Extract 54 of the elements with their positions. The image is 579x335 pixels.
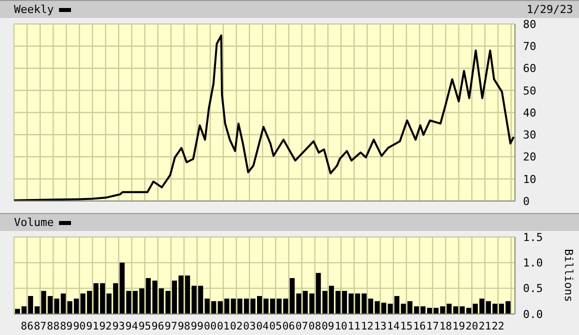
text: 1/29/23 (526, 3, 573, 16)
x-tick-label: 15 (400, 320, 413, 332)
x-tick-label: 09 (322, 320, 334, 332)
x-tick-label: 93 (112, 320, 125, 332)
x-tick-label: 97 (164, 320, 178, 332)
legend-label: Weekly (14, 3, 54, 16)
x-tick-label: 03 (243, 320, 256, 332)
x-tick-label: 94 (125, 320, 138, 332)
x-tick-label: 05 (269, 320, 282, 332)
y-tick-label: 1.0 (523, 256, 543, 270)
y-tick-label: 0 (523, 194, 530, 208)
x-tick-label: 86 (20, 320, 34, 332)
y-tick-label: 40 (523, 106, 536, 120)
y-tick-label: 60 (523, 62, 536, 76)
y-tick-label: 30 (523, 128, 536, 142)
x-tick-label: 16 (413, 320, 426, 332)
x-tick-label: 08 (308, 320, 322, 332)
y-tick-label: 1.5 (523, 230, 543, 244)
legend-label: Volume (14, 216, 54, 229)
x-tick-label: 10 (334, 320, 348, 332)
y-tick-label: 50 (523, 84, 536, 98)
x-tick-label: 22 (492, 320, 504, 332)
x-tick-label: 19 (452, 320, 466, 332)
y-tick-label: 0.5 (523, 282, 543, 296)
x-tick-label: 99 (190, 320, 204, 332)
y-tick-label: 10 (523, 172, 536, 186)
x-tick-label: 07 (295, 320, 308, 332)
x-tick-label: 96 (152, 320, 164, 332)
x-tick-label: 95 (138, 320, 152, 332)
x-tick-label: 91 (86, 320, 99, 332)
x-tick-label: 13 (374, 320, 387, 332)
y-tick-label: 70 (523, 40, 536, 54)
x-tick-label: 87 (34, 320, 46, 332)
x-tick-label: 20 (466, 320, 478, 332)
y-tick-label: 0.0 (523, 308, 543, 321)
x-tick-label: 06 (282, 320, 296, 332)
x-tick-label: 92 (99, 320, 112, 332)
x-tick-label: 21 (478, 320, 492, 332)
x-tick-label: 17 (426, 320, 439, 332)
x-tick-label: 01 (216, 320, 230, 332)
x-tick-label: 18 (439, 320, 452, 332)
y-axis-title: Billions (562, 249, 576, 302)
x-tick-label: 90 (73, 320, 86, 332)
x-tick-label: 11 (348, 320, 360, 332)
y-tick-label: 20 (523, 150, 536, 164)
x-tick-label: 14 (387, 320, 400, 332)
x-tick-label: 88 (46, 320, 60, 332)
x-tick-label: 04 (256, 320, 269, 332)
x-tick-label: 89 (60, 320, 73, 332)
y-tick-label: 80 (523, 18, 536, 31)
x-tick-label: 12 (360, 320, 374, 332)
x-tick-label: 98 (178, 320, 190, 332)
x-tick-label: 02 (230, 320, 243, 332)
x-tick-label: 00 (204, 320, 217, 332)
